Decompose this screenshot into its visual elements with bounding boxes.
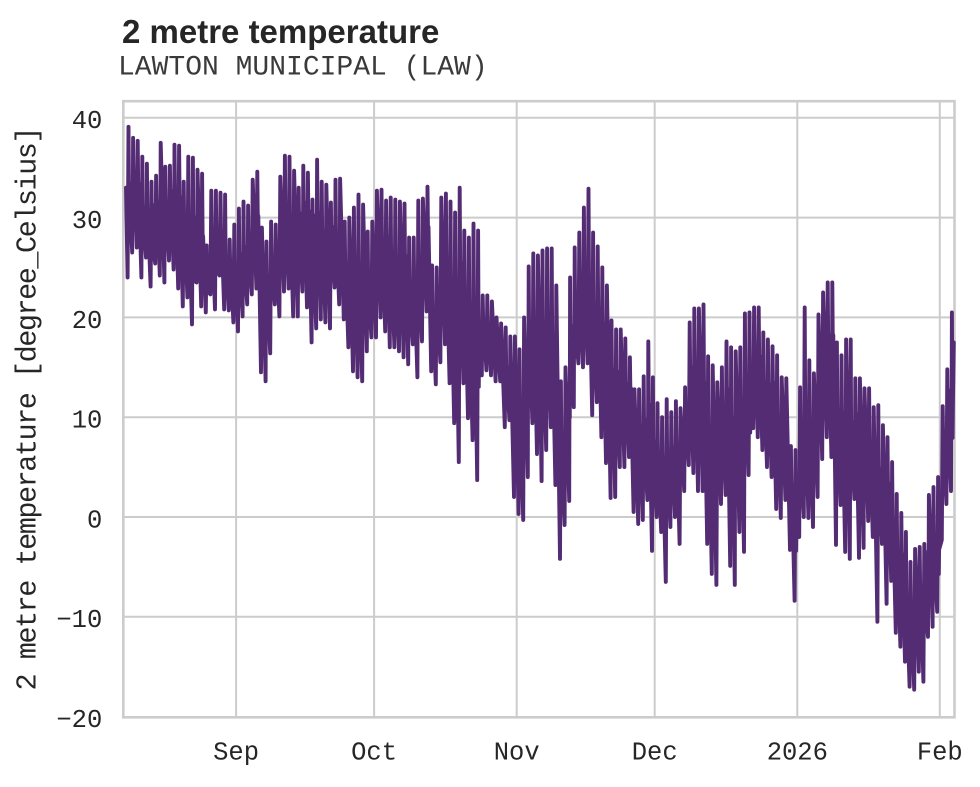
svg-text:Oct: Oct — [351, 738, 397, 767]
svg-text:−10: −10 — [56, 606, 102, 635]
svg-text:Sep: Sep — [213, 738, 259, 767]
svg-text:2 metre temperature [degree_Ce: 2 metre temperature [degree_Celsius] — [12, 127, 45, 691]
svg-text:40: 40 — [72, 107, 103, 136]
svg-text:Feb: Feb — [917, 738, 963, 767]
svg-text:LAWTON MUNICIPAL (LAW): LAWTON MUNICIPAL (LAW) — [118, 53, 488, 84]
svg-text:Dec: Dec — [632, 738, 678, 767]
svg-text:20: 20 — [72, 307, 103, 336]
svg-text:2026: 2026 — [767, 738, 828, 767]
svg-text:0: 0 — [87, 506, 102, 535]
svg-text:Nov: Nov — [494, 738, 540, 767]
svg-text:30: 30 — [72, 207, 103, 236]
svg-text:10: 10 — [72, 407, 103, 436]
svg-text:−20: −20 — [56, 706, 102, 735]
svg-text:2 metre temperature: 2 metre temperature — [122, 13, 439, 50]
